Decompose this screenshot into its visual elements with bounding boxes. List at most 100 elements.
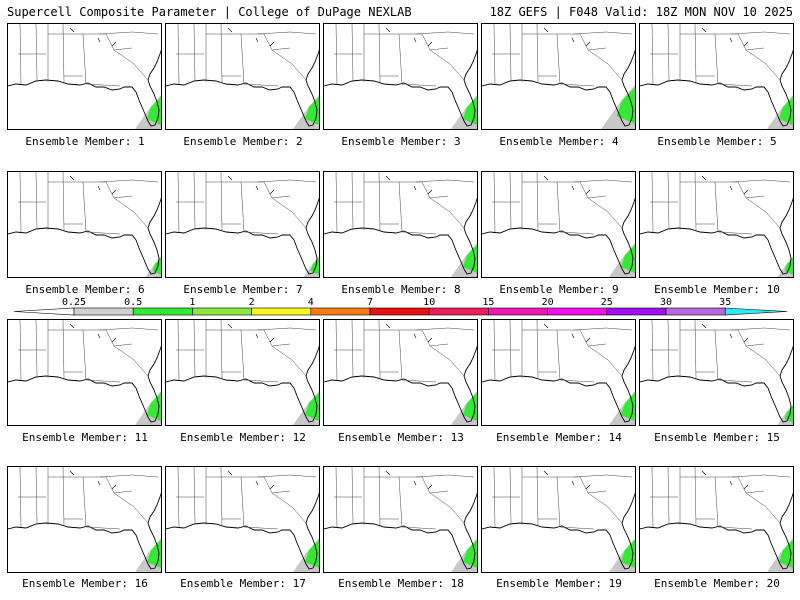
colorbar-tick-label: 25 — [601, 297, 613, 308]
state-border — [35, 172, 38, 229]
state-border — [667, 320, 670, 377]
state-border — [193, 467, 196, 524]
ensemble-member-label: Ensemble Member: 12 — [180, 431, 306, 444]
contour-mark — [427, 189, 433, 195]
atlantic-coastline — [621, 197, 635, 229]
state-border — [401, 83, 437, 87]
state-border — [240, 33, 245, 85]
colorbar-tick-label: 35 — [719, 297, 731, 308]
state-border — [745, 195, 765, 199]
atlantic-coastline — [147, 49, 161, 81]
contour-mark — [585, 41, 591, 47]
state-border — [271, 343, 291, 347]
southeast-us-map — [324, 172, 477, 277]
ensemble-member-label: Ensemble Member: 9 — [499, 283, 619, 296]
contour-mark — [269, 337, 275, 343]
colorbar-segment — [369, 307, 430, 316]
contour-mark — [97, 37, 101, 43]
state-border — [714, 33, 719, 85]
ensemble-member-label: Ensemble Member: 19 — [496, 577, 622, 590]
state-border — [731, 179, 791, 183]
state-border — [113, 343, 133, 347]
colorbar: 0.25 0.5 1 2 4 7 10 15 20 25 30 35 — [0, 294, 800, 322]
gulf-coastline — [8, 375, 160, 423]
ensemble-member-label: Ensemble Member: 6 — [25, 283, 145, 296]
state-border — [82, 181, 87, 233]
atlantic-coastline — [463, 492, 477, 524]
contour-mark — [427, 484, 433, 490]
state-border — [99, 474, 159, 478]
contour-mark — [385, 470, 391, 476]
state-border — [243, 83, 279, 87]
state-border — [35, 467, 38, 524]
state-border — [415, 31, 475, 35]
contour-mark — [385, 323, 391, 329]
state-border — [737, 181, 781, 229]
state-border — [398, 33, 403, 85]
state-border — [579, 33, 623, 81]
gulf-coastline — [482, 522, 634, 570]
ensemble-member-label: Ensemble Member: 14 — [496, 431, 622, 444]
state-border — [559, 231, 595, 235]
contour-mark — [585, 189, 591, 195]
gulf-coastline — [324, 522, 476, 570]
state-border — [263, 476, 307, 524]
atlantic-coastline — [621, 492, 635, 524]
state-border — [378, 467, 381, 526]
atlantic-coastline — [779, 49, 793, 81]
state-border — [579, 476, 623, 524]
colorbar-tick-label: 4 — [308, 297, 314, 308]
state-border — [429, 195, 449, 199]
ensemble-map-panel — [323, 171, 478, 278]
state-border — [105, 476, 149, 524]
ensemble-map-panel — [481, 23, 636, 130]
state-border — [556, 33, 561, 85]
contour-mark — [743, 41, 749, 47]
state-border — [429, 343, 449, 347]
colorbar-segment — [665, 307, 726, 316]
contour-mark — [585, 484, 591, 490]
atlantic-coastline — [621, 49, 635, 81]
contour-mark — [701, 175, 707, 181]
state-border — [559, 83, 595, 87]
colorbar-segment — [73, 307, 134, 316]
state-border — [559, 379, 595, 383]
ensemble-member-label: Ensemble Member: 7 — [183, 283, 303, 296]
contour-mark — [729, 333, 733, 339]
contour-mark — [255, 480, 259, 486]
ensemble-map-panel — [165, 23, 320, 130]
southeast-us-map — [482, 172, 635, 277]
state-border — [573, 327, 633, 331]
contour-mark — [701, 323, 707, 329]
state-border — [257, 474, 317, 478]
atlantic-coastline — [305, 492, 319, 524]
state-border — [257, 327, 317, 331]
ensemble-member-label: Ensemble Member: 13 — [338, 431, 464, 444]
southeast-us-map — [324, 320, 477, 425]
state-border — [714, 476, 719, 528]
contour-mark — [97, 333, 101, 339]
state-border — [737, 476, 781, 524]
contour-mark — [543, 175, 549, 181]
state-border — [62, 172, 65, 231]
contour-mark — [543, 323, 549, 329]
colorbar-segment — [428, 307, 489, 316]
gulf-coastline — [8, 522, 160, 570]
contour-mark — [255, 37, 259, 43]
ensemble-member-label: Ensemble Member: 5 — [657, 135, 777, 148]
state-border — [220, 467, 223, 526]
state-border — [113, 490, 133, 494]
contour-mark — [729, 480, 733, 486]
southeast-us-map — [640, 172, 793, 277]
contour-mark — [571, 480, 575, 486]
state-border — [745, 490, 765, 494]
state-border — [85, 231, 121, 235]
contour-mark — [743, 189, 749, 195]
state-border — [415, 474, 475, 478]
contour-mark — [743, 484, 749, 490]
ensemble-map-panel — [7, 171, 162, 278]
state-border — [243, 231, 279, 235]
ensemble-map-panel — [323, 466, 478, 573]
ensemble-map-panel — [481, 171, 636, 278]
state-border — [556, 329, 561, 381]
